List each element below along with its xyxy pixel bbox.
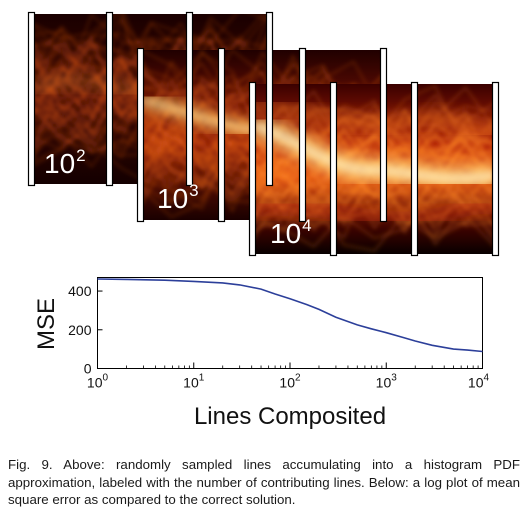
axis-bar — [329, 81, 338, 257]
x-tick-label: 104 — [468, 373, 490, 391]
histogram-figure — [27, 11, 500, 257]
panel-label-1: 102 — [44, 147, 86, 178]
axis-bar — [136, 47, 145, 223]
mse-series-line — [97, 278, 483, 353]
panel-label-exponent: 3 — [189, 181, 199, 200]
x-tick-label: 102 — [279, 373, 301, 391]
y-axis-label: MSE — [33, 298, 60, 350]
axis-bar — [217, 47, 226, 223]
plot-frame — [97, 277, 483, 369]
axis-bar — [491, 81, 500, 257]
figure-caption: Fig. 9. Above: randomly sampled lines ac… — [8, 457, 520, 507]
axis-bar — [410, 81, 419, 257]
x-tick-label: 101 — [183, 373, 205, 391]
axis-bar — [27, 11, 36, 187]
x-axis-label: Lines Composited — [194, 403, 386, 430]
y-tick-label: 200 — [68, 322, 92, 338]
mse-chart: 100 101 102 103 104 0 200 400 MSE Lines Compos… — [33, 277, 490, 430]
panel-label-2: 103 — [157, 182, 199, 213]
panel-label-base: 10 — [44, 148, 76, 179]
panel-label-base: 10 — [270, 218, 302, 249]
panel-label-exponent: 4 — [302, 216, 312, 235]
axis-bar — [379, 47, 388, 223]
x-tick-label: 103 — [376, 373, 398, 391]
axis-bar — [265, 11, 274, 187]
panel-label-3: 104 — [270, 217, 312, 248]
panel-label-base: 10 — [157, 183, 189, 214]
histogram-panel-3 — [253, 84, 496, 254]
axis-bar — [298, 47, 307, 223]
y-tick-label: 400 — [68, 283, 92, 299]
x-tick-label: 100 — [87, 373, 109, 391]
panel-label-exponent: 2 — [76, 146, 86, 165]
axis-bar — [185, 11, 194, 187]
axis-bar — [248, 81, 257, 257]
axis-bar — [105, 11, 114, 187]
y-tick-label: 0 — [84, 361, 92, 377]
